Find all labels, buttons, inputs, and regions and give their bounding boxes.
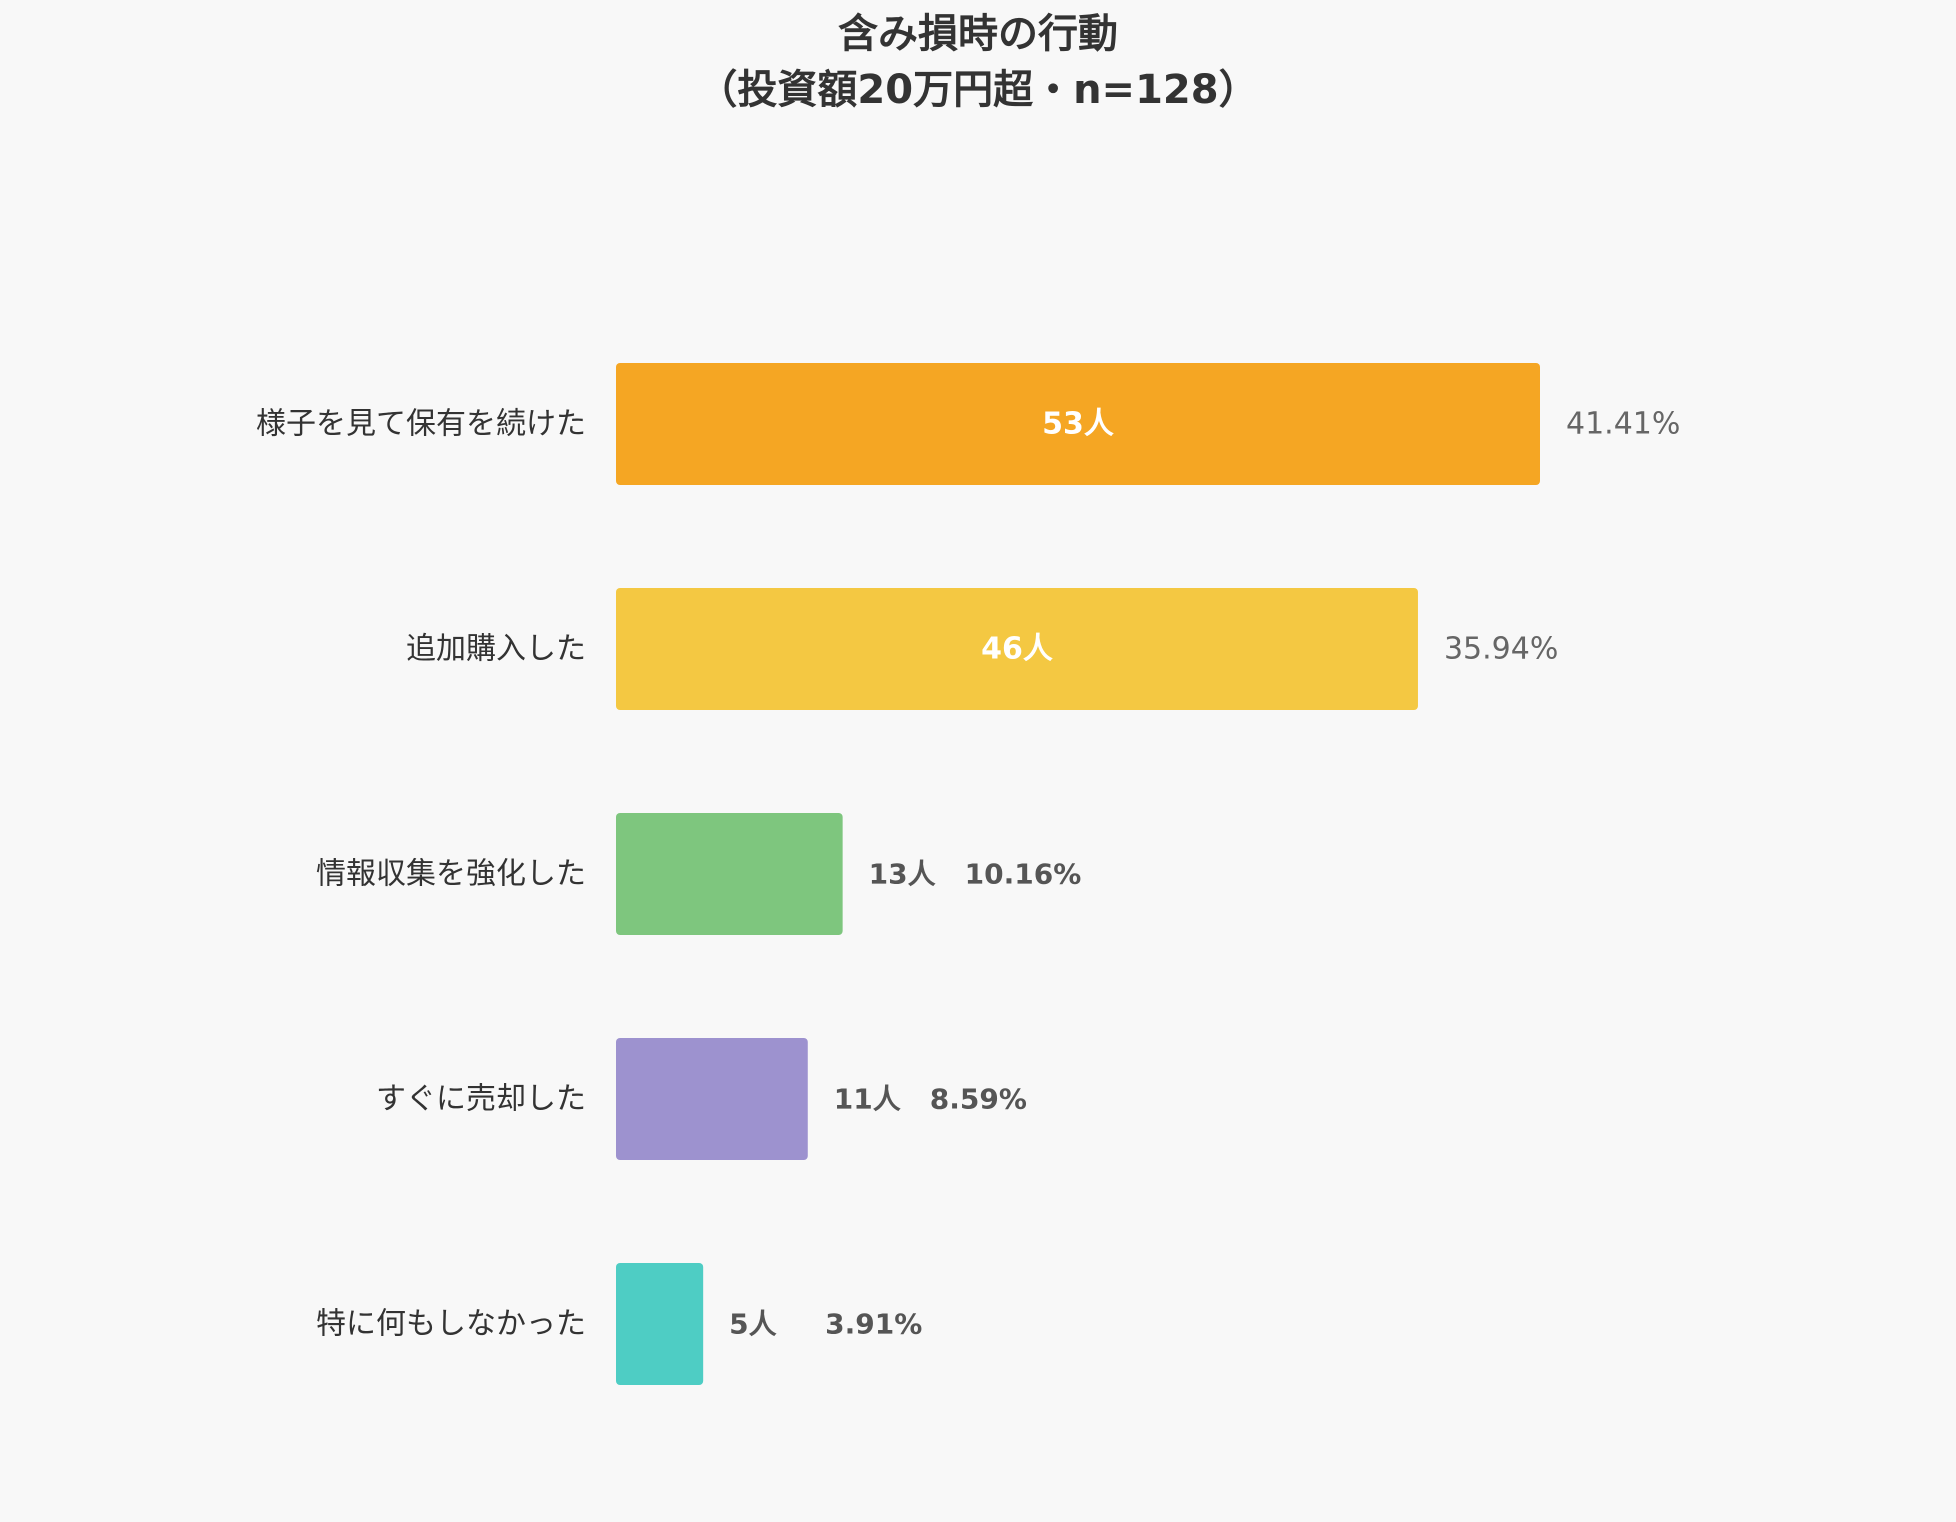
- bar: [616, 588, 1418, 710]
- bar-percent-label: 10.16%: [965, 858, 1082, 891]
- category-label: 特に何もしなかった: [316, 1307, 586, 1342]
- category-label: すぐに売却した: [376, 1082, 586, 1117]
- bar-count-label: 11人: [834, 1083, 901, 1116]
- bar-count-label: 5人: [729, 1308, 776, 1341]
- bar-percent-label: 3.91%: [825, 1308, 922, 1341]
- bar: [616, 1263, 704, 1385]
- chart-title-line-1: 含み損時の行動: [838, 11, 1118, 57]
- bar: [616, 1038, 808, 1160]
- bar-percent-label: 8.59%: [930, 1083, 1027, 1116]
- bar-count-label: 13人: [869, 858, 936, 891]
- bar-count-label: 46人: [981, 632, 1053, 667]
- bar: [616, 363, 1540, 485]
- category-label: 追加購入した: [406, 632, 586, 667]
- chart-title: 含み損時の行動 （投資額20万円超・n=128）: [0, 6, 1956, 118]
- category-label: 様子を見て保有を続けた: [256, 407, 586, 442]
- category-label: 情報収集を強化した: [316, 857, 586, 892]
- bar-percent-label: 35.94%: [1444, 632, 1558, 667]
- bar-percent-label: 41.41%: [1566, 407, 1680, 442]
- bar-count-label: 53人: [1042, 407, 1114, 442]
- chart-title-line-2: （投資額20万円超・n=128）: [697, 67, 1259, 113]
- bar: [616, 813, 843, 935]
